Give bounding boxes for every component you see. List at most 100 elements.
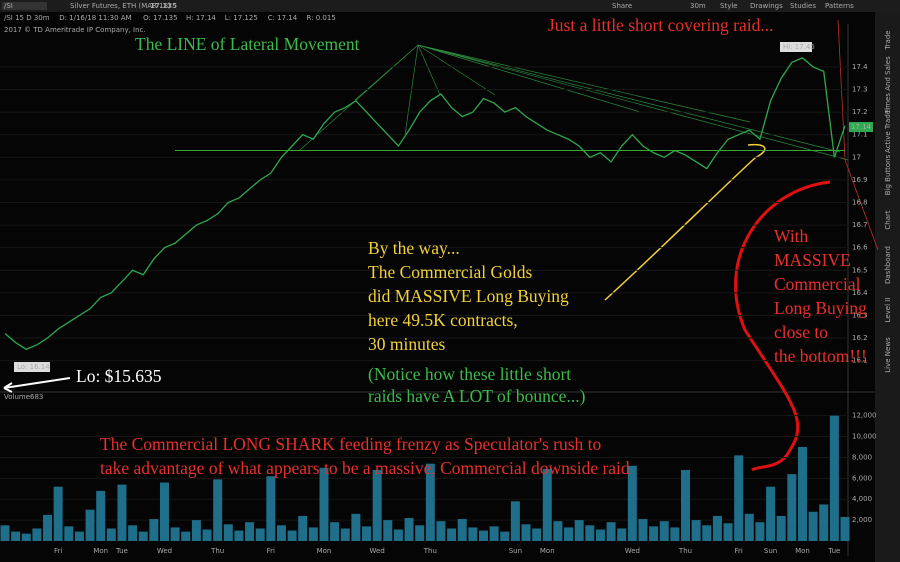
toolbar-button[interactable]: Drawings bbox=[750, 2, 783, 10]
y-tick-label: 16.4 bbox=[852, 289, 868, 297]
volume-bar bbox=[372, 469, 382, 541]
volume-bar bbox=[681, 469, 691, 541]
annotation: (Notice how these little short bbox=[368, 364, 571, 384]
x-tick-label: Mon bbox=[540, 547, 555, 555]
info-field: O: 17.135 bbox=[143, 14, 177, 22]
lo-label: Lo: 16.14 bbox=[17, 363, 50, 371]
sidebar-tab[interactable]: Chart bbox=[884, 210, 892, 229]
volume-bar bbox=[532, 528, 542, 541]
volume-bar bbox=[585, 525, 595, 541]
volume-bar bbox=[181, 531, 191, 541]
hi-box bbox=[780, 42, 812, 52]
volume-bar bbox=[521, 524, 531, 541]
volume-bar bbox=[319, 467, 329, 541]
volume-bar bbox=[21, 533, 31, 541]
volume-bar bbox=[808, 511, 818, 541]
volume-bar bbox=[829, 415, 839, 541]
sidebar-tab[interactable]: Times And Sales bbox=[884, 56, 892, 115]
annotation: The Commercial Golds bbox=[368, 262, 532, 282]
info-field: H: 17.14 bbox=[186, 14, 216, 22]
volume-bar bbox=[32, 528, 42, 541]
sidebar-tab[interactable]: Live News bbox=[884, 337, 892, 373]
volume-bar bbox=[489, 526, 499, 541]
volume-bar bbox=[106, 528, 116, 541]
volume-bar bbox=[659, 521, 669, 541]
volume-title: Volume bbox=[4, 393, 30, 401]
info-field: D: 1/16/18 11:30 AM bbox=[59, 14, 131, 22]
y-tick-label: 4,000 bbox=[852, 495, 872, 503]
x-tick-label: Tue bbox=[827, 547, 840, 555]
x-tick-label: Sun bbox=[509, 547, 522, 555]
volume-bar bbox=[500, 531, 510, 541]
volume-bar bbox=[447, 528, 457, 541]
volume-bar bbox=[617, 528, 627, 541]
sidebar-tab[interactable]: Dashboard bbox=[884, 246, 892, 284]
x-tick-label: Thu bbox=[678, 547, 692, 555]
volume-bar bbox=[595, 529, 605, 541]
volume-bar bbox=[744, 513, 754, 541]
y-tick-label: 10,000 bbox=[852, 433, 877, 441]
copyright: 2017 © TD Ameritrade IP Company, Inc. bbox=[4, 26, 146, 34]
volume-bar bbox=[797, 447, 807, 541]
annotation: raids have A LOT of bounce...) bbox=[368, 386, 586, 406]
y-tick-label: 8,000 bbox=[852, 453, 872, 461]
volume-bar bbox=[149, 519, 159, 541]
toolbar-button[interactable]: Style bbox=[720, 2, 738, 10]
annotation: did MASSIVE Long Buying bbox=[368, 286, 569, 306]
volume-bar bbox=[245, 522, 255, 541]
volume-bar bbox=[43, 514, 53, 541]
x-tick-label: Mon bbox=[317, 547, 332, 555]
description: Silver Futures, ETH (MAR 18) bbox=[70, 2, 171, 10]
annotation: Lo: $15.635 bbox=[76, 366, 162, 386]
sidebar-tab[interactable]: Active Trader bbox=[884, 107, 892, 153]
volume-bar bbox=[11, 531, 21, 541]
y-tick-label: 17.3 bbox=[852, 86, 868, 94]
x-tick-label: Wed bbox=[370, 547, 385, 555]
volume-bar bbox=[393, 529, 403, 541]
sidebar-tab[interactable]: Trade bbox=[884, 30, 892, 50]
info-field: C: 17.14 bbox=[268, 14, 298, 22]
red-curve bbox=[734, 180, 831, 472]
volume-bar bbox=[468, 527, 478, 541]
y-tick-label: 16.1 bbox=[852, 357, 868, 365]
x-tick-label: Sun bbox=[764, 547, 777, 555]
y-tick-label: 16.6 bbox=[852, 244, 868, 252]
volume-bar bbox=[766, 486, 776, 541]
toolbar-button[interactable]: Studies bbox=[790, 2, 816, 10]
annotation: Commercial bbox=[774, 274, 861, 294]
volume-bar bbox=[351, 513, 361, 541]
sidebar-tab[interactable]: Big Buttons bbox=[884, 154, 892, 195]
volume-bar bbox=[74, 531, 84, 541]
volume-bar bbox=[362, 526, 372, 541]
volume-bar bbox=[670, 527, 680, 541]
volume-bar bbox=[723, 523, 733, 541]
info-field: R: 0.015 bbox=[307, 14, 336, 22]
y-tick-label: 17.2 bbox=[852, 108, 868, 116]
volume-bar bbox=[564, 527, 574, 541]
volume-bar bbox=[266, 476, 276, 541]
volume-bar bbox=[478, 530, 488, 541]
toolbar-button[interactable]: 30m bbox=[690, 2, 706, 10]
volume-bar bbox=[117, 484, 127, 541]
y-tick-label: 17 bbox=[852, 153, 861, 161]
volume-bar bbox=[553, 521, 563, 541]
x-tick-label: Fri bbox=[54, 547, 62, 555]
volume-bar bbox=[776, 515, 786, 541]
volume-bar bbox=[234, 530, 244, 541]
annotation: The LINE of Lateral Movement bbox=[135, 34, 360, 54]
volume-bar bbox=[308, 527, 318, 541]
hi-label: Hi: 17.45 bbox=[783, 43, 815, 51]
volume-bar bbox=[159, 482, 169, 541]
volume-bar bbox=[425, 463, 435, 541]
x-tick-label: Mon bbox=[795, 547, 810, 555]
y-tick-label: 12,000 bbox=[852, 412, 877, 420]
sidebar-tab[interactable]: Level II bbox=[884, 298, 892, 323]
toolbar-button[interactable]: Patterns bbox=[825, 2, 854, 10]
volume-bar bbox=[457, 519, 467, 541]
volume-bar bbox=[128, 525, 138, 541]
x-tick-label: Mon bbox=[93, 547, 108, 555]
volume-bar bbox=[415, 525, 425, 541]
y-tick-label: 16.2 bbox=[852, 334, 868, 342]
volume-bar bbox=[691, 520, 701, 541]
toolbar-button[interactable]: Share bbox=[612, 2, 632, 10]
